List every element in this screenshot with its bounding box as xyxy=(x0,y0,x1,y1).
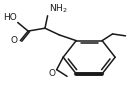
Text: O: O xyxy=(48,69,55,78)
Text: HO: HO xyxy=(3,13,16,22)
Text: O: O xyxy=(10,36,17,45)
Text: NH$_2$: NH$_2$ xyxy=(49,3,67,15)
